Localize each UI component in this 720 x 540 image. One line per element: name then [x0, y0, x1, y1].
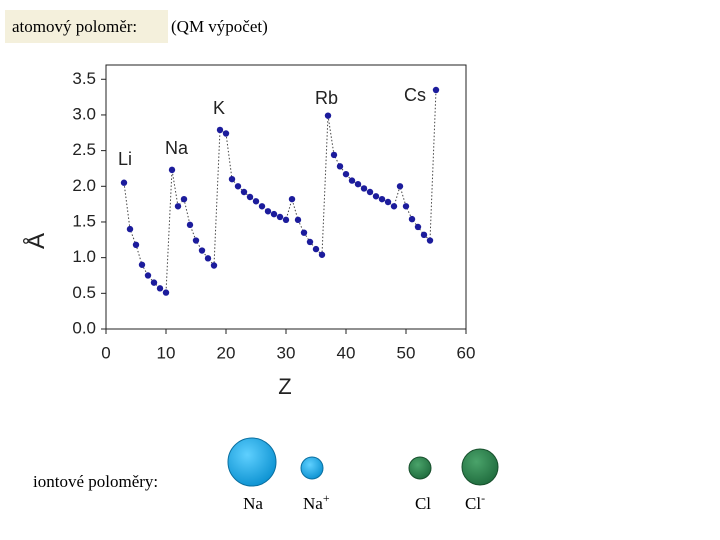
y-tick-label: 3.0 — [72, 104, 96, 123]
annotation: K — [213, 98, 225, 118]
data-point — [252, 198, 260, 205]
plot: 0.0 0.5 1.0 1.5 2.0 2.5 3.0 3.5 0 10 20 30 40 50 60 — [72, 64, 476, 362]
data-point — [270, 210, 278, 218]
ion-charge: - — [481, 491, 485, 505]
y-tick-label: 2.0 — [72, 176, 96, 195]
data-point — [384, 198, 392, 206]
annotation: Li — [118, 149, 132, 169]
data-point — [228, 175, 236, 183]
data-point — [354, 180, 362, 188]
title: atomový poloměr: — [12, 17, 137, 36]
data-point — [372, 193, 380, 200]
data-point — [282, 216, 290, 224]
x-tick-label: 60 — [457, 343, 476, 362]
data-point — [366, 188, 374, 196]
data-point — [396, 183, 404, 190]
ion-symbol: Cl — [465, 494, 481, 513]
data-point — [264, 208, 272, 215]
data-point — [126, 225, 134, 233]
data-point — [402, 203, 410, 210]
x-tick-label: 30 — [277, 343, 296, 362]
data-point — [222, 130, 230, 137]
ion-circle — [408, 456, 432, 480]
data-point — [162, 289, 170, 296]
data-point — [288, 195, 296, 203]
data-point — [156, 285, 164, 292]
data-point — [234, 183, 242, 190]
data-point — [258, 203, 266, 210]
y-tick-label: 0.5 — [72, 283, 96, 302]
x-tick-label: 20 — [217, 343, 236, 362]
data-point — [390, 203, 398, 210]
data-point — [294, 216, 302, 224]
data-point — [168, 166, 176, 174]
data-point — [138, 261, 146, 268]
data-point — [174, 203, 182, 210]
data-point — [180, 195, 188, 203]
ion-charge: + — [323, 491, 330, 505]
data-point — [420, 231, 428, 239]
data-point — [216, 126, 224, 134]
data-point — [360, 185, 368, 192]
annotation: Cs — [404, 85, 426, 105]
data-point — [408, 215, 416, 223]
x-tick-label: 40 — [337, 343, 356, 362]
data-point — [432, 86, 440, 94]
annotation: Na — [165, 138, 189, 158]
data-point — [378, 195, 386, 203]
x-tick-label: 0 — [101, 343, 110, 362]
title-box — [5, 10, 168, 43]
x-axis-label: Z — [278, 374, 291, 399]
y-axis-label: Å — [22, 233, 50, 249]
annotation: Rb — [315, 88, 338, 108]
data-point — [132, 241, 140, 249]
data-point — [240, 188, 248, 196]
data-point — [276, 213, 284, 221]
y-tick-label: 3.5 — [72, 69, 96, 88]
data-point — [426, 237, 434, 244]
x-tick-label: 10 — [157, 343, 176, 362]
data-point — [318, 251, 326, 258]
ion-label: Na+ — [303, 491, 330, 513]
ions-title: iontové poloměry: — [33, 472, 158, 491]
data-point — [348, 177, 356, 184]
ion-circle — [300, 456, 324, 480]
data-point — [324, 112, 332, 119]
y-tick-label: 1.0 — [72, 247, 96, 266]
data-point — [150, 279, 158, 286]
data-point — [144, 272, 152, 279]
data-point — [192, 237, 200, 244]
ion-label: Cl- — [465, 491, 485, 513]
ion-circle — [461, 448, 499, 486]
ion-symbol: Na — [303, 494, 323, 513]
y-tick-label: 1.5 — [72, 211, 96, 230]
data-point — [300, 229, 308, 236]
data-point — [414, 223, 422, 231]
ion-circle — [227, 437, 277, 487]
data-point — [342, 170, 350, 178]
data-point — [198, 247, 206, 254]
ion-label: Cl — [415, 494, 431, 513]
data-point — [306, 238, 314, 246]
data-point — [120, 179, 128, 186]
data-point — [246, 193, 254, 201]
data-line — [123, 89, 437, 294]
y-tick-label: 0.0 — [72, 318, 96, 337]
data-point — [330, 151, 338, 159]
data-point — [204, 255, 212, 262]
ion-label: Na — [243, 494, 263, 513]
data-point — [336, 163, 344, 170]
data-point — [312, 245, 320, 253]
subtitle: (QM výpočet) — [171, 17, 268, 36]
x-tick-label: 50 — [397, 343, 416, 362]
data-point — [186, 221, 194, 229]
data-point — [210, 262, 218, 269]
y-tick-label: 2.5 — [72, 140, 96, 159]
